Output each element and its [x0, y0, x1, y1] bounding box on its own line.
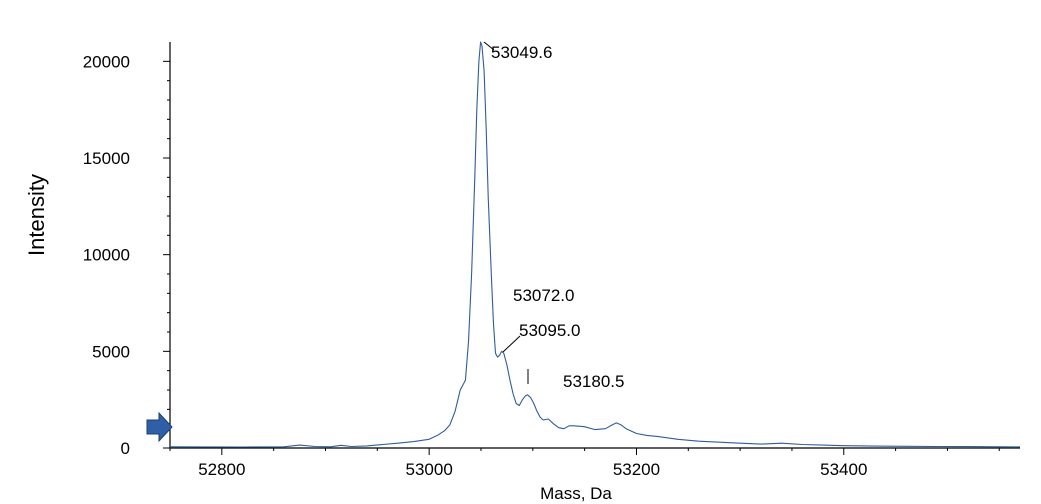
peak-label-53072: 53072.0 — [513, 286, 574, 305]
y-tick-label: 15000 — [83, 149, 130, 168]
y-axis-title: Intensity — [24, 174, 49, 256]
arrow-right-icon[interactable] — [146, 411, 173, 443]
x-tick-label: 53400 — [820, 460, 867, 479]
y-tick-label: 0 — [121, 439, 130, 458]
peak-53095-leader — [502, 335, 521, 353]
y-tick-label: 10000 — [83, 246, 130, 265]
x-axis-title: Mass, Da — [540, 484, 612, 503]
x-tick-label: 52800 — [198, 460, 245, 479]
peak-53049-leader — [483, 41, 495, 51]
x-tick-label: 53200 — [613, 460, 660, 479]
y-ticks: 0 5000 10000 15000 20000 — [83, 52, 170, 458]
peak-label-53095: 53095.0 — [519, 321, 580, 340]
y-tick-label: 5000 — [92, 342, 130, 361]
peak-label-53049: 53049.6 — [491, 43, 552, 62]
x-ticks: 52800 53000 53200 53400 — [169, 448, 1000, 479]
x-tick-label: 53000 — [406, 460, 453, 479]
peak-label-53180: 53180.5 — [563, 372, 624, 391]
y-tick-label: 20000 — [83, 52, 130, 71]
spectrum-series-line — [169, 41, 1021, 448]
